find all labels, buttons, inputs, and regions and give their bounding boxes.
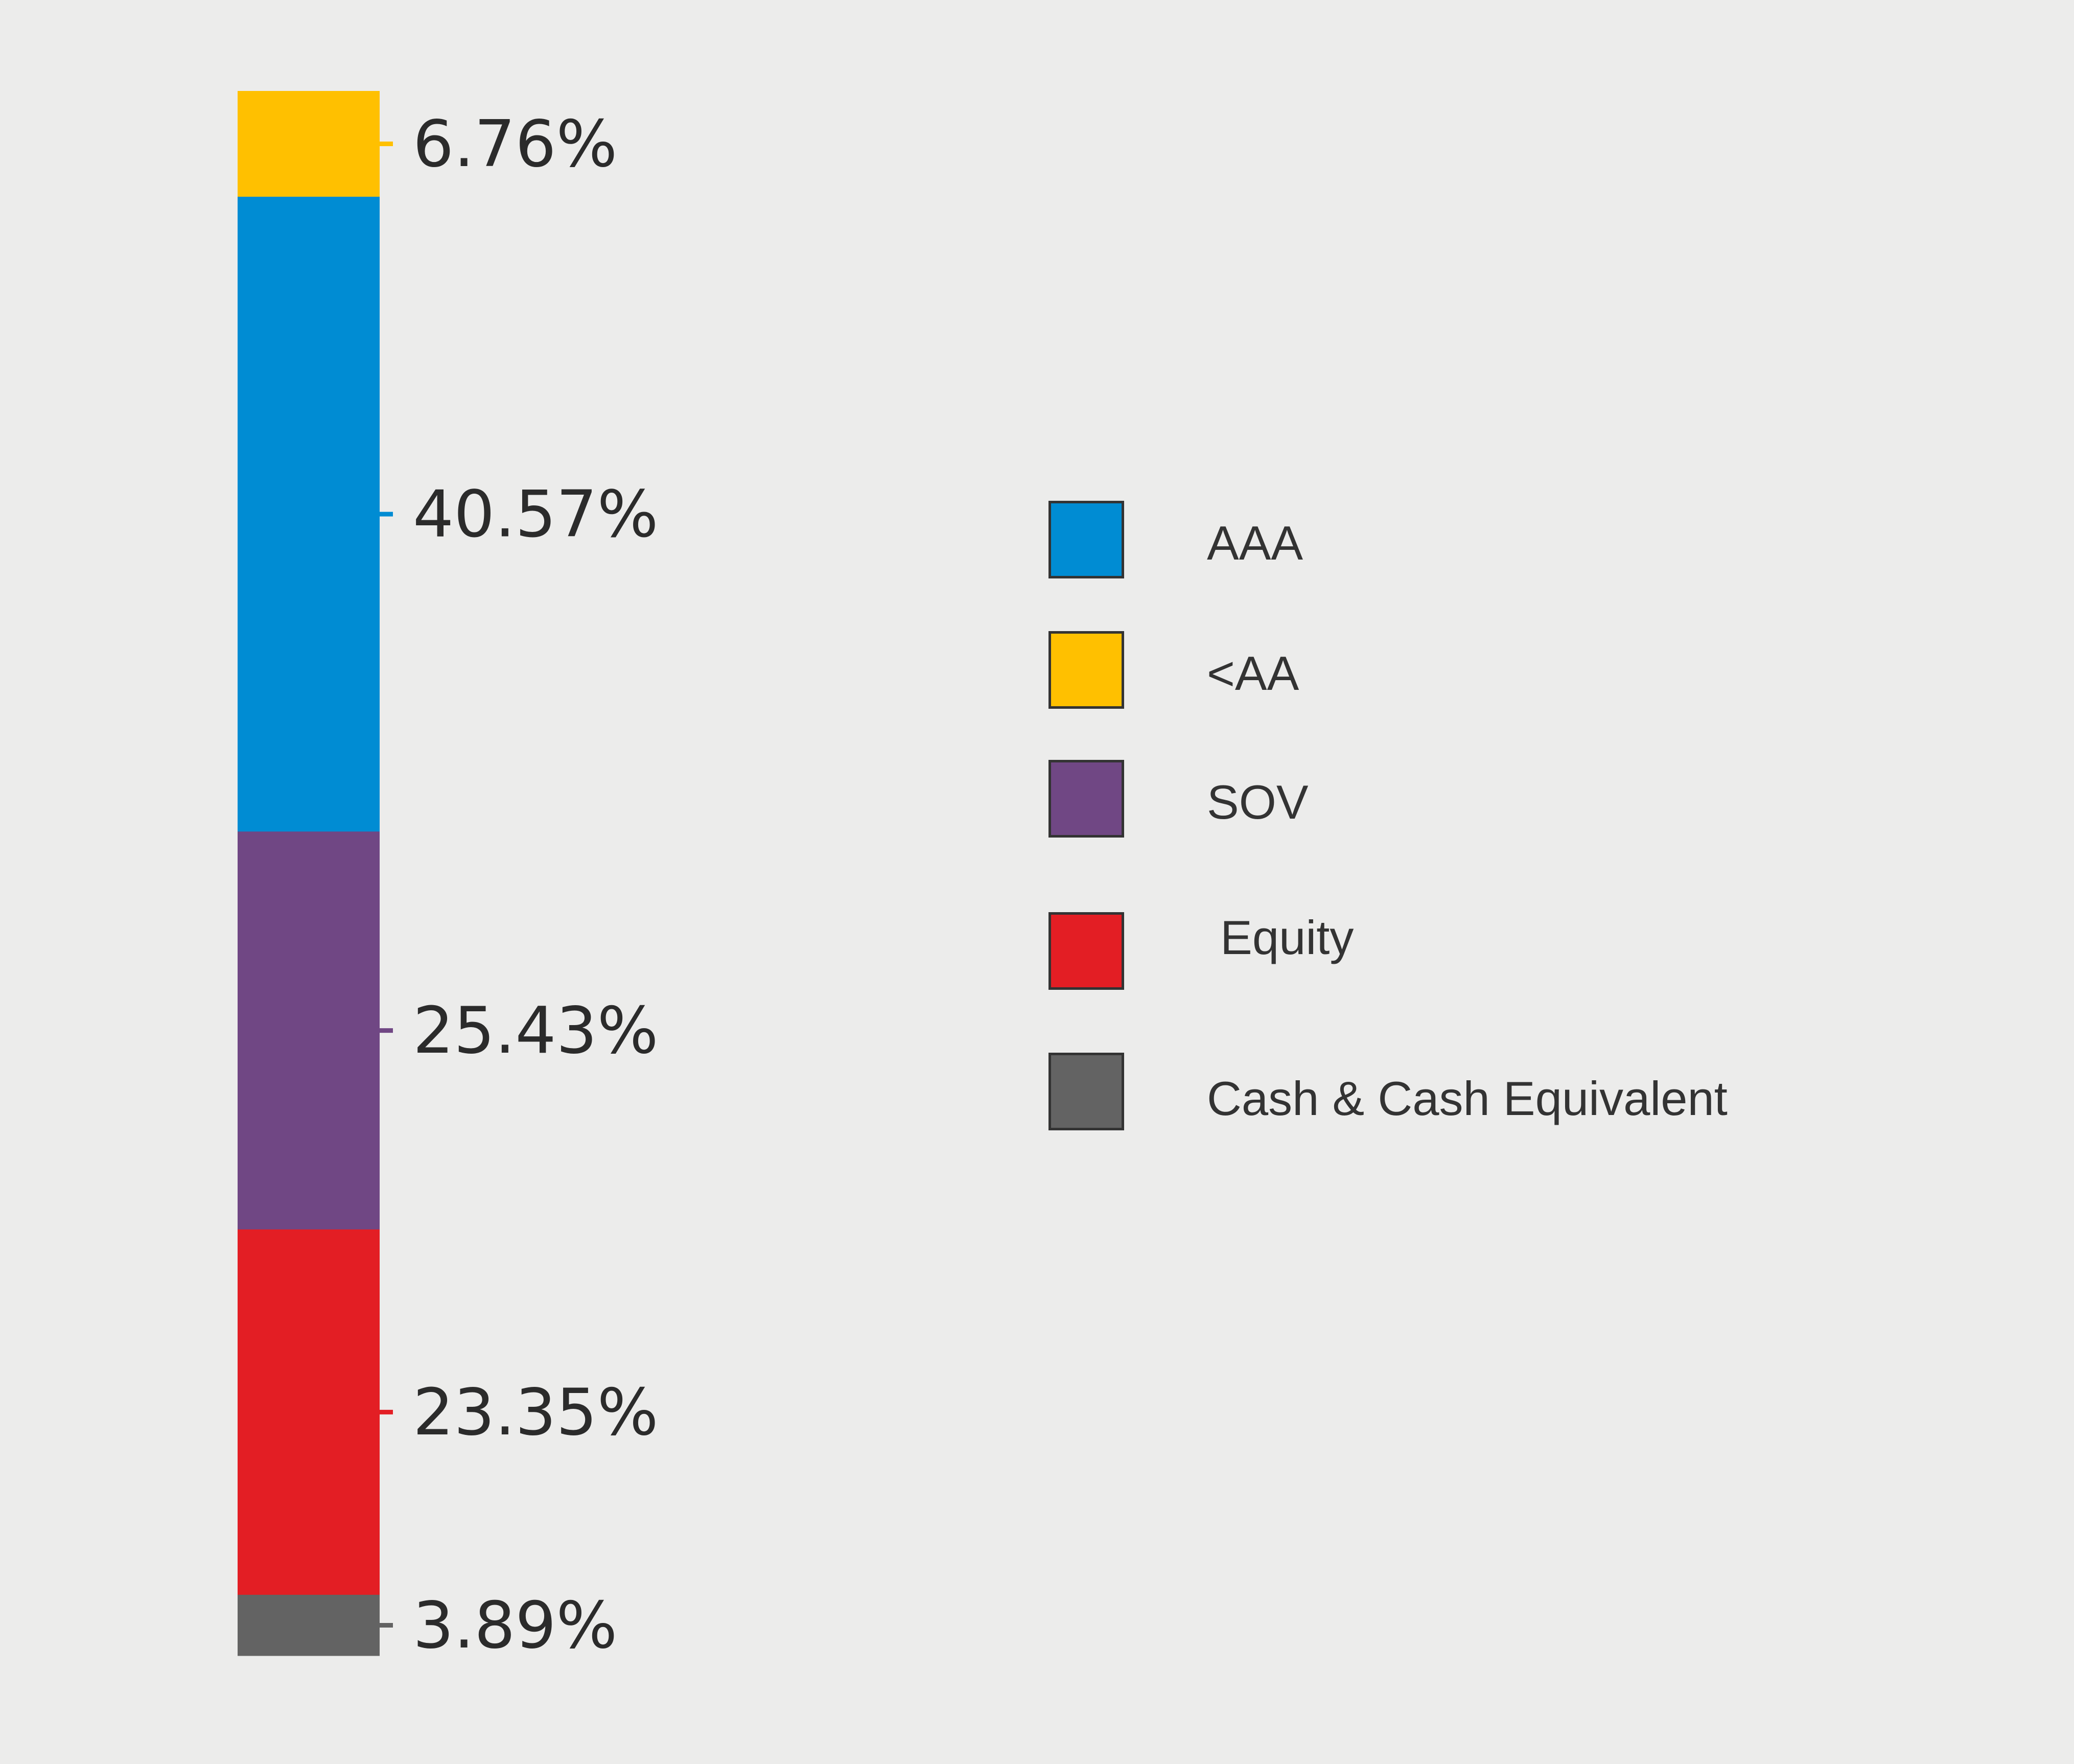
data-label-equity: 23.35% <box>413 1375 658 1450</box>
legend-item-equity: Equity <box>1048 911 2019 994</box>
legend-item-aaa: AAA <box>1048 501 2019 583</box>
data-label-aaa: 40.57% <box>413 477 658 552</box>
stacked-bar <box>238 91 380 1656</box>
bar-segment-cash-cash-equivalent <box>238 1594 380 1656</box>
data-label-cash-cash-equivalent: 3.89% <box>413 1588 617 1663</box>
legend-swatch-aaa <box>1048 501 1124 578</box>
data-label-aa: 6.76% <box>413 106 617 181</box>
bar-segment-aaa <box>238 196 380 832</box>
legend-swatch-cash <box>1048 1053 1124 1130</box>
legend-item-sov: SOV <box>1048 760 2019 842</box>
legend-label-sov: SOV <box>1207 775 1309 829</box>
value-labels: 6.76% 40.57% 25.43% 23.35% 3.89% <box>380 106 658 1663</box>
bar-segment-aa <box>238 91 380 197</box>
legend-swatch-sov <box>1048 760 1124 838</box>
legend-item-cash: Cash & Cash Equivalent <box>1048 1053 2019 1134</box>
legend: AAA <AA SOV Equity Cash & Cash Equivalen… <box>1048 0 2019 1764</box>
legend-item-below-aa: <AA <box>1048 631 2019 713</box>
bar-segment-sov <box>238 831 380 1230</box>
legend-label-below-aa: <AA <box>1207 646 1299 700</box>
bar-segment-equity <box>238 1229 380 1595</box>
legend-label-equity: Equity <box>1207 911 1354 964</box>
legend-swatch-equity <box>1048 912 1124 990</box>
legend-swatch-below-aa <box>1048 631 1124 709</box>
legend-label-aaa: AAA <box>1207 516 1303 570</box>
legend-label-cash: Cash & Cash Equivalent <box>1207 1072 1728 1125</box>
data-label-sov: 25.43% <box>413 993 658 1068</box>
